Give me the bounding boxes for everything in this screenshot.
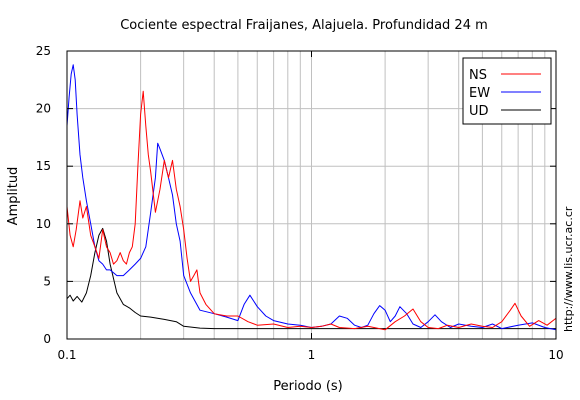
axis-ticks: 0.1 1 10 0 5 10 15 20 25 [36,44,564,362]
legend: NS EW UD [462,57,552,125]
credit-url: http://www.lis.ucr.ac.cr [562,206,575,332]
series-line-ud [67,227,556,330]
y-tick-label: 10 [36,217,51,231]
chart-title: Cociente espectral Fraijanes, Alajuela. … [120,18,488,33]
y-tick-label: 0 [43,332,51,346]
series-line-ew [67,64,556,331]
legend-label-ud: UD [469,104,489,119]
legend-label-ew: EW [469,86,490,101]
legend-box [462,57,552,125]
x-tick-label: 10 [548,348,563,362]
y-tick-label: 25 [36,44,51,58]
series-lines [67,64,556,331]
y-axis-label: Amplitud [6,167,21,226]
y-tick-label: 5 [43,274,51,288]
y-tick-label: 20 [36,102,51,116]
legend-label-ns: NS [469,68,487,83]
series-line-ns [67,90,556,331]
x-tick-label: 1 [308,348,316,362]
y-tick-label: 15 [36,159,51,173]
x-axis-label: Periodo (s) [273,379,343,394]
x-tick-label: 0.1 [57,348,76,362]
